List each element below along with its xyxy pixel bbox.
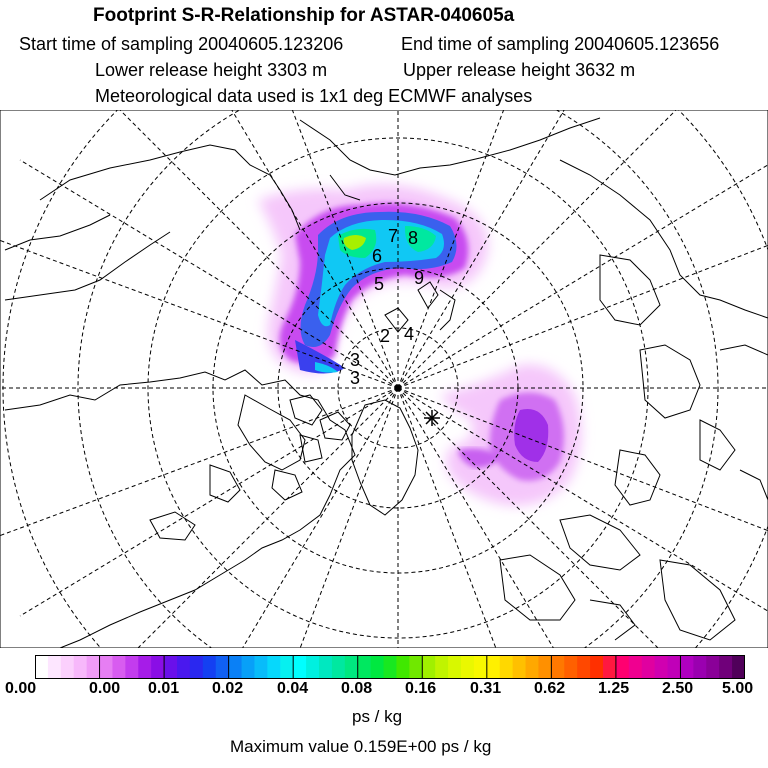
colorbar-swatch [641,655,656,679]
colorbar-swatch [654,655,669,679]
colorbar-swatch [125,655,139,679]
colorbar [35,655,745,679]
colorbar-swatch [486,655,501,679]
colorbar-swatch [577,655,591,679]
colorbar-swatch [280,655,294,679]
contour-labels: 3 5 6 7 8 9 2 4 3 [350,226,424,388]
upper-height-label: Upper release height 3632 m [403,60,636,80]
colorbar-swatch [564,655,578,679]
colorbar-swatch [422,655,436,679]
contour-label: 6 [372,246,382,266]
colorbar-tick: 0.16 [405,680,437,697]
colorbar-swatch [241,655,256,679]
colorbar-tick: 5.00 [722,680,754,697]
colorbar-swatch [344,655,359,679]
colorbar-swatch [732,655,745,679]
colorbar-swatch [164,655,178,679]
colorbar-swatch [680,655,694,679]
max-value-label: Maximum value 0.159E+00 ps / kg [230,737,492,756]
colorbar-swatch [706,655,720,679]
colorbar-swatch [357,655,372,679]
colorbar-swatch [667,655,682,679]
colorbar-swatch [370,655,385,679]
colorbar-swatch [448,655,462,679]
release-point-marker [424,410,440,426]
colorbar-swatch [551,655,565,679]
colorbar-swatch [396,655,410,679]
colorbar-tick: 0.08 [341,680,373,697]
colorbar-border [35,655,745,679]
colorbar-swatch [86,655,101,679]
contour-label: 3 [350,368,360,388]
colorbar-swatch [215,655,230,679]
colorbar-swatch [383,655,398,679]
colorbar-swatch [435,655,449,679]
colorbar-swatch [603,655,617,679]
colorbar-swatch [590,655,604,679]
colorbar-swatch [60,655,75,679]
colorbar-swatch [525,655,540,679]
colorbar-tick: 1.25 [598,680,630,697]
colorbar-tick: 2.50 [662,680,694,697]
colorbar-swatch [177,655,191,679]
contour-label: 5 [374,274,384,294]
colorbar-swatch [615,655,630,679]
colorbar-tick: 0.01 [148,680,180,697]
contour-label: 3 [350,350,360,370]
coastlines [4,117,768,648]
footprint-plume-north [258,184,489,374]
colorbar-tick: 0.04 [277,680,309,697]
colorbar-swatch [47,655,62,679]
colorbar-swatch [538,655,552,679]
colorbar-swatch [693,655,707,679]
colorbar-swatch [267,655,281,679]
colorbar-swatch [112,655,126,679]
colorbar-swatch [499,655,514,679]
colorbar-swatch [189,655,204,679]
start-time-label: Start time of sampling 20040605.123206 [19,34,344,54]
contour-label: 8 [408,228,418,248]
colorbar-swatch [138,655,152,679]
contour-label: 7 [388,226,398,246]
colorbar-tick: 0.31 [470,680,502,697]
meridian-lines [0,110,768,648]
colorbar-swatch [254,655,268,679]
colorbar-unit: ps / kg [352,707,403,726]
footprint-plume-east [440,364,582,506]
colorbar-swatch [35,655,49,679]
colorbar-tick: 0.62 [534,680,566,697]
colorbar-swatch [473,655,488,679]
colorbar-swatch [409,655,423,679]
colorbar-swatch [512,655,527,679]
contour-label: 9 [414,268,424,288]
colorbar-swatch [228,655,243,679]
colorbar-tick: 0.02 [212,680,244,697]
map-title: Footprint S-R-Relationship for ASTAR-040… [93,5,515,26]
end-time-label: End time of sampling 20040605.123656 [401,34,720,54]
colorbar-tick: 0.00 [5,680,37,697]
colorbar-swatch [331,655,346,679]
colorbar-tick: 0.00 [89,680,121,697]
colorbar-swatch [73,655,88,679]
colorbar-swatch [319,655,333,679]
colorbar-swatch [99,655,114,679]
met-data-label: Meteorological data used is 1x1 deg ECMW… [95,86,533,106]
colorbar-swatch [719,655,733,679]
contour-label: 4 [404,324,414,344]
contour-label: 2 [380,326,390,346]
colorbar-swatch [461,655,475,679]
polar-map[interactable]: 3 5 6 7 8 9 2 4 3 [0,110,768,648]
colorbar-swatch [306,655,320,679]
colorbar-swatch [202,655,217,679]
colorbar-swatch [628,655,643,679]
lower-height-label: Lower release height 3303 m [95,60,328,80]
colorbar-swatch [293,655,307,679]
colorbar-swatch [151,655,165,679]
